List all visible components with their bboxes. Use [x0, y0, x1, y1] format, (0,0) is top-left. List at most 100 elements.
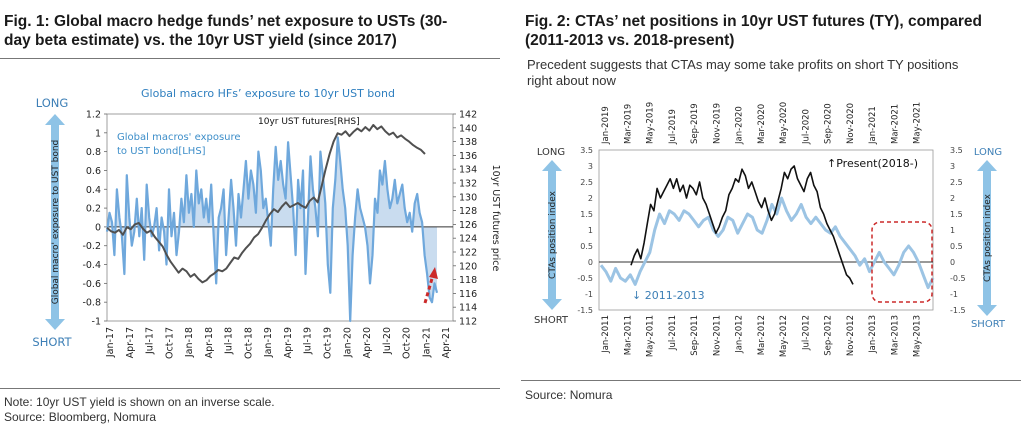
chart2-left-tick-label: -0.5	[577, 274, 593, 283]
chart2-left-long-short-arrow-icon	[542, 160, 562, 310]
chart2-right-tick-label: 0.5	[950, 242, 963, 251]
chart2-right-tick-label: -1	[950, 290, 958, 299]
chart1-title: Global macro HFs’ exposure to 10yr UST b…	[141, 87, 395, 100]
chart1-exposure-legend-line1: Global macros' exposure	[117, 132, 241, 143]
figure-2-title-line2: (2011-2013 vs. 2018-present)	[525, 32, 735, 49]
chart1-right-tick-label: 138	[459, 137, 477, 148]
chart2-top-x-tick-label: Nov-2019	[712, 103, 722, 144]
chart1-exposure-legend-line2: to UST bond[LHS]	[117, 146, 206, 157]
chart1-x-tick-label: Jul-18	[224, 327, 235, 355]
figure-1-title-line2: day beta estimate) vs. the 10yr UST yiel…	[4, 32, 397, 49]
chart1-left-tick-label: 0.8	[86, 147, 101, 158]
chart2-top-x-tick-label: Mar-2020	[757, 104, 767, 144]
chart2-left-tick-label: 3.5	[580, 146, 593, 155]
chart1-x-tick-label: Oct-20	[402, 327, 413, 359]
chart2-bottom-x-tick-label: Mar-2012	[757, 315, 767, 355]
chart2-top-x-tick-label: Jan-2019	[601, 106, 611, 145]
chart2-left-tick-label: 2	[588, 194, 593, 203]
chart2-left-tick-label: 2.5	[580, 178, 593, 187]
chart1-left-tick-label: -0.2	[82, 241, 101, 252]
chart1-right-tick-label: 112	[459, 317, 477, 328]
chart1-right-tick-label: 130	[459, 192, 477, 203]
figure-1-title: Fig. 1: Global macro hedge funds’ net ex…	[4, 12, 504, 50]
figure-2-bottom-rule	[521, 380, 1021, 381]
figure-2-subtitle-line2: right about now	[527, 73, 616, 88]
chart1-right-tick-label: 124	[459, 234, 477, 245]
chart1-right-tick-label: 120	[459, 261, 477, 272]
chart1-x-tick-label: Apr-17	[125, 327, 136, 358]
chart1-right-tick-label: 122	[459, 248, 477, 259]
chart2-present-annotation: ↑Present(2018-)	[827, 157, 918, 170]
chart1-left-tick-label: 1	[95, 128, 101, 139]
chart2-top-x-tick-label: May-2020	[779, 102, 789, 144]
chart2-bottom-x-tick-label: Mar-2013	[890, 315, 900, 355]
chart1-right-tick-label: 132	[459, 179, 477, 190]
chart1-left-tick-label: 0.2	[86, 204, 101, 215]
chart2-right-axis-label: CTAs position index	[983, 193, 993, 282]
chart2-right-tick-label: 3	[950, 162, 955, 171]
chart1-short-label: SHORT	[32, 335, 72, 349]
chart2-left-tick-label: 1.5	[580, 210, 593, 219]
chart1-x-tick-label: Jan-17	[105, 327, 116, 358]
chart1-red-dashed-arrow-shaft	[423, 274, 435, 304]
chart2-left-short-label: SHORT	[534, 315, 569, 326]
chart2-left-tick-label: -1	[585, 290, 593, 299]
chart2-top-x-tick-label: Jan-2020	[735, 106, 745, 145]
chart2-top-x-tick-label: Nov-2020	[846, 103, 856, 144]
chart1-x-tick-label: Apr-18	[204, 327, 215, 358]
chart2-bottom-x-tick-label: Sep-2012	[824, 315, 834, 356]
chart1-left-tick-label: -0.8	[82, 298, 101, 309]
chart2-right-tick-label: -1.5	[950, 306, 966, 315]
chart2-right-tick-label: 1.5	[950, 210, 963, 219]
chart2-right-tick-label: 2.5	[950, 178, 963, 187]
chart1-x-tick-label: Jul-20	[382, 327, 393, 355]
chart2-bottom-x-tick-label: Jan-2011	[601, 315, 611, 354]
chart1-left-tick-label: -0.4	[82, 260, 101, 271]
chart2-left-long-label: LONG	[537, 147, 565, 158]
chart1-futures-line	[106, 124, 426, 284]
chart2-top-x-tick-label: Sep-2019	[690, 103, 700, 144]
chart1-long-label: LONG	[36, 96, 69, 110]
figure-2-chart: 3.5 3 2.5 2 1.5 1 0.5 0 -0.5 -1 -1.5 3.5 3 2.5 2 1.5 1 0.…	[534, 102, 1006, 357]
chart2-bottom-x-tick-label: Mar-2011	[623, 315, 633, 355]
chart1-x-tick-label: Oct-17	[164, 327, 175, 359]
chart2-bottom-x-tick-label: Nov-2012	[846, 315, 856, 356]
chart1-x-tick-label: Jan-19	[263, 327, 274, 358]
chart1-left-tick-label: 0	[95, 222, 101, 233]
chart2-top-x-tick-label: Jan-2021	[868, 106, 878, 145]
chart1-x-tick-label: Apr-19	[283, 327, 294, 358]
chart2-right-short-label: SHORT	[971, 319, 1006, 330]
figure-1-panel: Fig. 1: Global macro hedge funds’ net ex…	[0, 0, 508, 434]
chart1-long-short-arrow-icon	[45, 114, 65, 330]
chart2-bottom-x-tick-label: Jul-2011	[668, 315, 678, 351]
chart2-right-tick-label: 0	[950, 258, 955, 267]
figure-1-source: Source: Bloomberg, Nomura	[4, 410, 157, 424]
chart2-present-line	[630, 165, 854, 285]
chart2-right-tick-label: 1	[950, 226, 955, 235]
chart1-right-tick-label: 116	[459, 289, 477, 300]
chart1-red-arrow-head	[429, 267, 438, 279]
chart1-left-tick-label: 0.4	[86, 185, 101, 196]
figure-2-source: Source: Nomura	[525, 388, 613, 402]
chart2-bottom-x-tick-label: Jul-2012	[801, 315, 811, 351]
chart1-left-tick-label: 0.6	[86, 166, 101, 177]
chart1-right-tick-label: 142	[459, 110, 477, 121]
chart1-right-tick-label: 114	[459, 303, 477, 314]
chart1-left-tick-label: -1	[92, 317, 101, 328]
chart1-x-tick-label: Jan-21	[421, 327, 432, 358]
chart2-bottom-x-tick-label: May-2013	[913, 315, 923, 357]
chart2-top-x-tick-label: May-2019	[646, 102, 656, 144]
chart2-right-tick-label: -0.5	[950, 274, 966, 283]
chart1-left-tick-label: 1.2	[86, 110, 101, 121]
chart2-right-long-label: LONG	[974, 147, 1002, 158]
chart2-right-tick-label: 2	[950, 194, 955, 203]
chart1-right-tick-label: 118	[459, 275, 477, 286]
chart2-top-x-tick-label: Jul-2019	[668, 109, 678, 145]
figure-2-subtitle: Precedent suggests that CTAs may some ta…	[527, 57, 1027, 89]
chart2-top-x-tick-label: Sep-2020	[824, 103, 834, 144]
chart2-left-axis-label: CTAs position index	[548, 190, 558, 279]
figure-1-chart: Global macro HFs’ exposure to 10yr UST b…	[32, 87, 501, 359]
chart1-exposure-line	[105, 136, 439, 323]
chart2-left-tick-label: 0	[588, 258, 593, 267]
chart1-x-tick-label: Jan-20	[342, 327, 353, 358]
